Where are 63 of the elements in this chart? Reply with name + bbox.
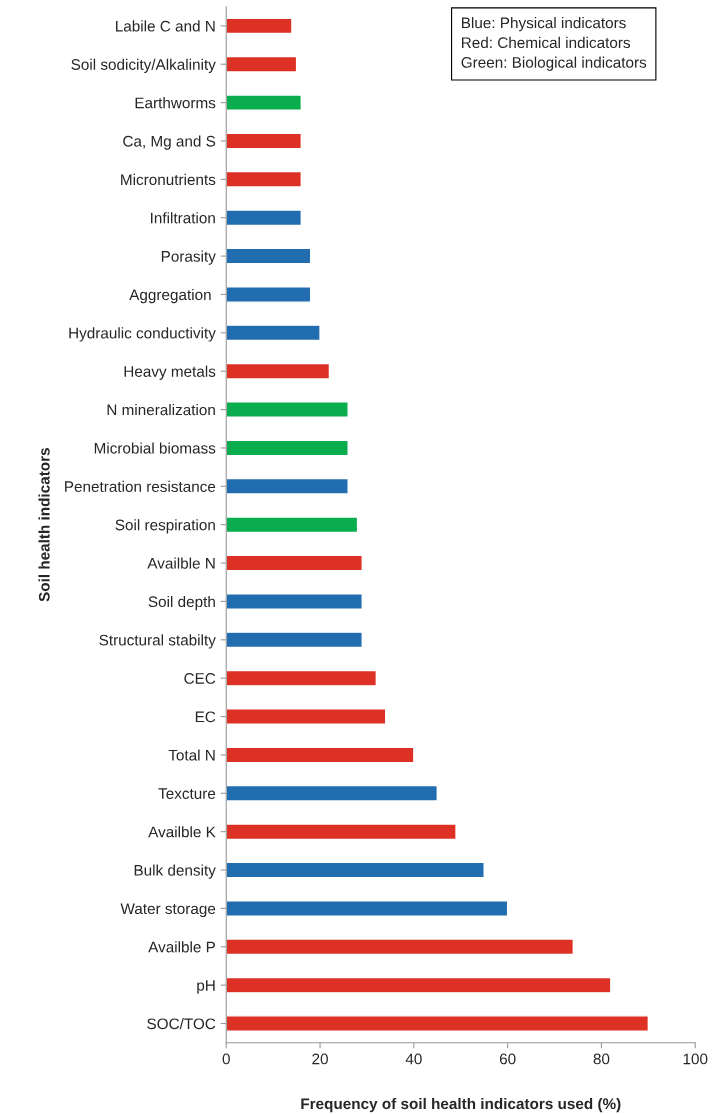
y-tick-label: Availble P [148,941,216,953]
y-tick-label: Bulk density [134,864,216,879]
y-tick-label: Ca, Mg and S [123,135,216,150]
y-tick-label: Heavy metals [124,365,216,380]
bar [226,554,363,572]
y-axis-title: Soil health indicators [38,448,50,602]
bar [226,170,302,188]
x-tick-label: 20 [312,1053,328,1065]
x-tick-label: 0 [222,1053,230,1065]
y-tick-label: Penetration resistance [65,480,216,493]
bar [226,746,415,764]
y-tick-label: CEC [184,673,216,684]
bar [226,439,349,457]
bar [226,362,331,380]
y-tick-label: Labile C and N [116,20,215,32]
bar [226,708,387,725]
y-tick-label: Microbial biomass [94,442,216,454]
y-tick-label: Availble N [147,557,215,569]
y-tick-label: N mineralization [107,404,215,416]
y-tick-label: pH [197,980,215,994]
bar [226,976,612,994]
y-tick-label: Total N [168,749,215,761]
bar [226,132,302,150]
y-tick-label: Texcture [158,788,216,799]
bar [226,94,302,111]
bar [226,516,359,534]
bar [226,286,312,303]
x-axis-title: Frequency of soil health indicators used (%) [301,1097,621,1113]
bar [226,1015,650,1032]
y-tick-label: Soil respiration [115,519,215,534]
x-tick-label: 80 [593,1053,610,1065]
bar [226,823,457,841]
y-tick-label: Structural stabilty [99,634,216,649]
y-tick-label: Soil depth [148,595,215,611]
bar [226,17,293,35]
y-tick-label: Water storage [120,903,216,918]
y-tick-label: Availble K [148,826,216,838]
bar [226,784,438,802]
x-tick-label: 60 [499,1053,516,1065]
y-tick-label: Porasity [161,250,216,265]
y-tick-label: Micronutrients [121,173,216,186]
bar [226,631,363,649]
bar [226,477,349,495]
bar [226,861,485,879]
y-tick-label: Infiltration [151,212,215,224]
x-tick-label: 40 [405,1053,422,1065]
y-tick-label: Aggregation [129,288,211,304]
bar [226,900,509,917]
annotation: Blue: Physical indicators Red: Chemical indicators Green: Biological indicators [461,17,647,71]
x-tick-label: 100 [683,1053,708,1065]
bar [226,593,363,610]
y-tick-label: Hydraulic conductivity [69,327,216,342]
bar [226,401,349,418]
y-tick-label: Soil sodicity/Alkalinity [71,58,216,73]
y-tick-label: SOC/TOC [147,1017,216,1030]
y-tick-label: Earthworms [135,97,216,109]
bar [226,669,378,687]
bar [226,55,298,73]
bar [226,247,312,265]
bar [226,938,574,956]
y-tick-label: EC [195,711,216,723]
bar [226,324,321,342]
bar [226,209,302,227]
